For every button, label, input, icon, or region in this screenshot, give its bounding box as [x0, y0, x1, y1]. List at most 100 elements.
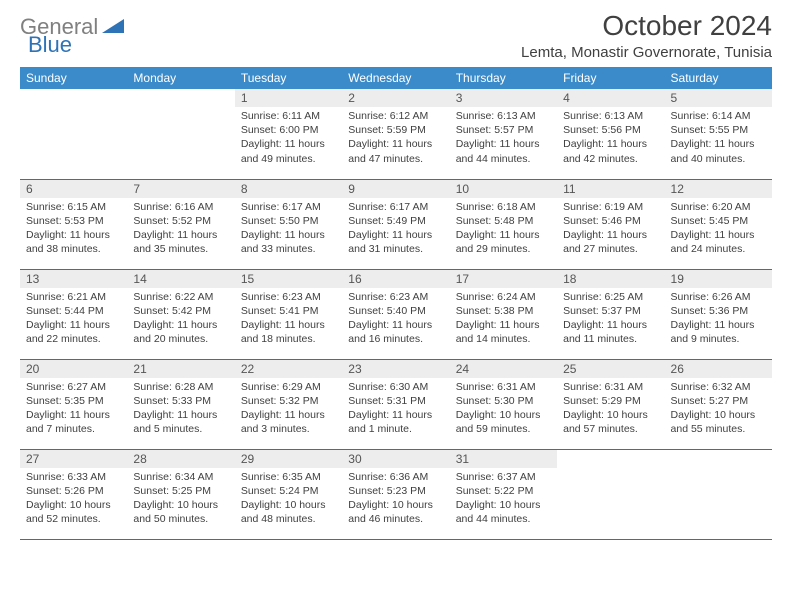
calendar-empty-cell — [557, 449, 664, 539]
sunset-text: Sunset: 5:27 PM — [671, 394, 766, 408]
sunset-text: Sunset: 5:26 PM — [26, 484, 121, 498]
calendar-day-cell: 1Sunrise: 6:11 AMSunset: 6:00 PMDaylight… — [235, 89, 342, 179]
day-details: Sunrise: 6:13 AMSunset: 5:56 PMDaylight:… — [557, 107, 664, 170]
sunset-text: Sunset: 5:24 PM — [241, 484, 336, 498]
day-number: 19 — [665, 270, 772, 288]
sunset-text: Sunset: 5:25 PM — [133, 484, 228, 498]
day-details: Sunrise: 6:30 AMSunset: 5:31 PMDaylight:… — [342, 378, 449, 441]
calendar-week-row: 20Sunrise: 6:27 AMSunset: 5:35 PMDayligh… — [20, 359, 772, 449]
sunrise-text: Sunrise: 6:28 AM — [133, 380, 228, 394]
sunrise-text: Sunrise: 6:21 AM — [26, 290, 121, 304]
daylight-text: Daylight: 11 hours and 22 minutes. — [26, 318, 121, 346]
sunrise-text: Sunrise: 6:26 AM — [671, 290, 766, 304]
calendar-day-cell: 4Sunrise: 6:13 AMSunset: 5:56 PMDaylight… — [557, 89, 664, 179]
sunset-text: Sunset: 5:55 PM — [671, 123, 766, 137]
day-details: Sunrise: 6:12 AMSunset: 5:59 PMDaylight:… — [342, 107, 449, 170]
calendar-day-cell: 20Sunrise: 6:27 AMSunset: 5:35 PMDayligh… — [20, 359, 127, 449]
sunrise-text: Sunrise: 6:37 AM — [456, 470, 551, 484]
day-header: Tuesday — [235, 67, 342, 89]
calendar-day-cell: 21Sunrise: 6:28 AMSunset: 5:33 PMDayligh… — [127, 359, 234, 449]
day-number: 12 — [665, 180, 772, 198]
calendar-week-row: 6Sunrise: 6:15 AMSunset: 5:53 PMDaylight… — [20, 179, 772, 269]
day-number: 1 — [235, 89, 342, 107]
day-number: 30 — [342, 450, 449, 468]
sunrise-text: Sunrise: 6:20 AM — [671, 200, 766, 214]
calendar-day-cell: 11Sunrise: 6:19 AMSunset: 5:46 PMDayligh… — [557, 179, 664, 269]
calendar-week-row: 13Sunrise: 6:21 AMSunset: 5:44 PMDayligh… — [20, 269, 772, 359]
daylight-text: Daylight: 11 hours and 38 minutes. — [26, 228, 121, 256]
sunrise-text: Sunrise: 6:32 AM — [671, 380, 766, 394]
day-details: Sunrise: 6:31 AMSunset: 5:29 PMDaylight:… — [557, 378, 664, 441]
sunset-text: Sunset: 5:40 PM — [348, 304, 443, 318]
day-number: 3 — [450, 89, 557, 107]
daylight-text: Daylight: 11 hours and 11 minutes. — [563, 318, 658, 346]
calendar-table: SundayMondayTuesdayWednesdayThursdayFrid… — [20, 67, 772, 540]
daylight-text: Daylight: 10 hours and 48 minutes. — [241, 498, 336, 526]
sunset-text: Sunset: 5:38 PM — [456, 304, 551, 318]
day-details: Sunrise: 6:23 AMSunset: 5:41 PMDaylight:… — [235, 288, 342, 351]
calendar-day-cell: 17Sunrise: 6:24 AMSunset: 5:38 PMDayligh… — [450, 269, 557, 359]
day-number: 25 — [557, 360, 664, 378]
sunset-text: Sunset: 5:49 PM — [348, 214, 443, 228]
daylight-text: Daylight: 10 hours and 50 minutes. — [133, 498, 228, 526]
sunrise-text: Sunrise: 6:27 AM — [26, 380, 121, 394]
sunset-text: Sunset: 5:36 PM — [671, 304, 766, 318]
calendar-day-cell: 3Sunrise: 6:13 AMSunset: 5:57 PMDaylight… — [450, 89, 557, 179]
calendar-day-cell: 16Sunrise: 6:23 AMSunset: 5:40 PMDayligh… — [342, 269, 449, 359]
sunset-text: Sunset: 5:44 PM — [26, 304, 121, 318]
daylight-text: Daylight: 10 hours and 52 minutes. — [26, 498, 121, 526]
sunset-text: Sunset: 5:23 PM — [348, 484, 443, 498]
day-number: 9 — [342, 180, 449, 198]
sunrise-text: Sunrise: 6:24 AM — [456, 290, 551, 304]
daylight-text: Daylight: 11 hours and 33 minutes. — [241, 228, 336, 256]
sunrise-text: Sunrise: 6:11 AM — [241, 109, 336, 123]
day-details: Sunrise: 6:14 AMSunset: 5:55 PMDaylight:… — [665, 107, 772, 170]
calendar-day-cell: 26Sunrise: 6:32 AMSunset: 5:27 PMDayligh… — [665, 359, 772, 449]
month-title: October 2024 — [521, 10, 772, 42]
day-header-row: SundayMondayTuesdayWednesdayThursdayFrid… — [20, 67, 772, 89]
day-number: 28 — [127, 450, 234, 468]
sunset-text: Sunset: 5:48 PM — [456, 214, 551, 228]
day-header: Wednesday — [342, 67, 449, 89]
daylight-text: Daylight: 11 hours and 35 minutes. — [133, 228, 228, 256]
day-number: 14 — [127, 270, 234, 288]
logo-triangle-icon — [102, 17, 124, 38]
day-details: Sunrise: 6:16 AMSunset: 5:52 PMDaylight:… — [127, 198, 234, 261]
daylight-text: Daylight: 11 hours and 3 minutes. — [241, 408, 336, 436]
calendar-day-cell: 23Sunrise: 6:30 AMSunset: 5:31 PMDayligh… — [342, 359, 449, 449]
calendar-empty-cell — [20, 89, 127, 179]
day-number: 27 — [20, 450, 127, 468]
sunset-text: Sunset: 5:45 PM — [671, 214, 766, 228]
sunrise-text: Sunrise: 6:36 AM — [348, 470, 443, 484]
day-number: 24 — [450, 360, 557, 378]
calendar-head: SundayMondayTuesdayWednesdayThursdayFrid… — [20, 67, 772, 89]
sunrise-text: Sunrise: 6:17 AM — [348, 200, 443, 214]
sunrise-text: Sunrise: 6:31 AM — [563, 380, 658, 394]
day-details: Sunrise: 6:29 AMSunset: 5:32 PMDaylight:… — [235, 378, 342, 441]
sunset-text: Sunset: 6:00 PM — [241, 123, 336, 137]
sunrise-text: Sunrise: 6:13 AM — [456, 109, 551, 123]
header: General October 2024 Lemta, Monastir Gov… — [20, 10, 772, 61]
daylight-text: Daylight: 11 hours and 44 minutes. — [456, 137, 551, 165]
daylight-text: Daylight: 11 hours and 47 minutes. — [348, 137, 443, 165]
day-details: Sunrise: 6:24 AMSunset: 5:38 PMDaylight:… — [450, 288, 557, 351]
day-header: Friday — [557, 67, 664, 89]
calendar-day-cell: 28Sunrise: 6:34 AMSunset: 5:25 PMDayligh… — [127, 449, 234, 539]
sunrise-text: Sunrise: 6:17 AM — [241, 200, 336, 214]
calendar-empty-cell — [127, 89, 234, 179]
day-number: 11 — [557, 180, 664, 198]
day-number: 6 — [20, 180, 127, 198]
daylight-text: Daylight: 11 hours and 5 minutes. — [133, 408, 228, 436]
day-number: 17 — [450, 270, 557, 288]
day-details: Sunrise: 6:32 AMSunset: 5:27 PMDaylight:… — [665, 378, 772, 441]
calendar-day-cell: 12Sunrise: 6:20 AMSunset: 5:45 PMDayligh… — [665, 179, 772, 269]
daylight-text: Daylight: 11 hours and 9 minutes. — [671, 318, 766, 346]
calendar-week-row: 27Sunrise: 6:33 AMSunset: 5:26 PMDayligh… — [20, 449, 772, 539]
calendar-day-cell: 8Sunrise: 6:17 AMSunset: 5:50 PMDaylight… — [235, 179, 342, 269]
title-block: October 2024 Lemta, Monastir Governorate… — [521, 10, 772, 61]
day-number: 5 — [665, 89, 772, 107]
location-text: Lemta, Monastir Governorate, Tunisia — [521, 44, 772, 61]
day-details: Sunrise: 6:19 AMSunset: 5:46 PMDaylight:… — [557, 198, 664, 261]
daylight-text: Daylight: 11 hours and 40 minutes. — [671, 137, 766, 165]
daylight-text: Daylight: 10 hours and 55 minutes. — [671, 408, 766, 436]
